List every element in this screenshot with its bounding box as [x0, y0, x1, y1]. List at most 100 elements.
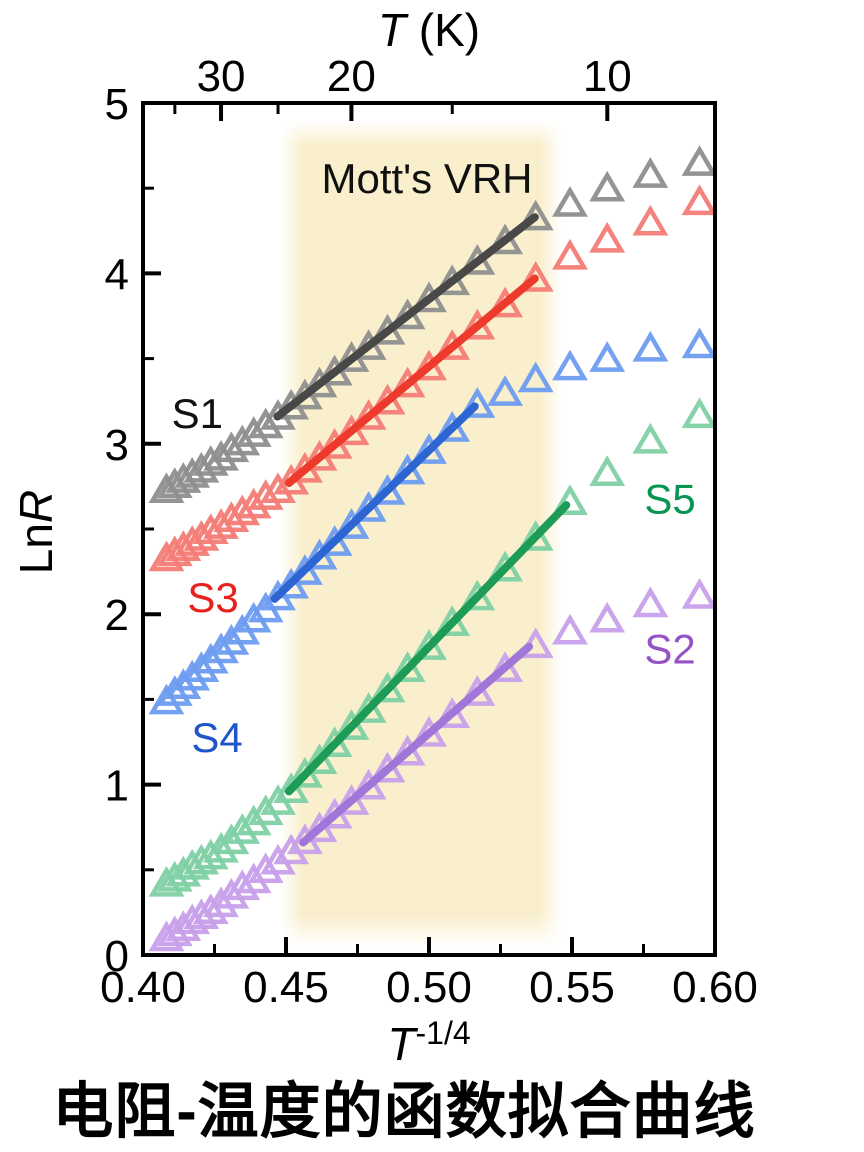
triangle-marker — [552, 613, 588, 645]
triangle-marker — [681, 577, 718, 609]
triangle-marker — [434, 264, 471, 296]
triangle-marker — [350, 768, 387, 800]
triangle-marker — [260, 472, 296, 504]
top-tick-label: 20 — [327, 52, 376, 101]
triangle-marker — [552, 484, 588, 515]
fit-line-S3 — [284, 274, 539, 487]
triangle-marker — [369, 671, 406, 703]
triangle-marker — [434, 697, 471, 728]
triangle-marker — [203, 632, 239, 664]
fit-line-S4 — [270, 402, 479, 603]
x-axis-ticks — [141, 937, 717, 955]
triangle-marker — [333, 414, 370, 446]
top-tick-label: 30 — [197, 52, 246, 101]
series-S2: S2 — [148, 577, 718, 952]
triangle-marker — [517, 361, 554, 393]
triangle-marker — [632, 330, 669, 362]
triangle-marker — [389, 734, 426, 766]
triangle-marker — [681, 145, 718, 176]
fit-line-S5 — [284, 501, 571, 796]
triangle-marker — [389, 651, 426, 682]
triangle-marker — [589, 170, 626, 202]
triangle-marker — [224, 494, 261, 526]
triangle-marker — [183, 651, 220, 682]
x-tick-label: 0.55 — [529, 963, 615, 1012]
y-tick-label: 0 — [105, 932, 129, 981]
triangle-marker — [174, 659, 211, 691]
x-tick-label: 0.60 — [672, 963, 758, 1012]
figure-caption: 电阻-温度的函数拟合曲线 — [52, 1077, 756, 1145]
resistance-vrh-chart: Mott's VRH S1 S3 S4 S5 S2 0.40 0.45 0.50 0.55 0.60… — [10, 4, 758, 1070]
triangle-marker — [632, 157, 669, 188]
x-tick-label: 0.40 — [100, 963, 186, 1012]
triangle-marker — [487, 651, 523, 682]
triangle-marker — [286, 554, 323, 585]
y-axis-title: LnR — [10, 490, 62, 574]
triangle-marker — [632, 586, 669, 618]
triangle-marker — [552, 186, 588, 217]
triangle-marker — [517, 520, 554, 551]
triangle-marker — [247, 479, 284, 510]
triangle-marker — [247, 407, 284, 439]
triangle-marker — [301, 743, 338, 774]
series-S1: S1 — [148, 145, 718, 504]
triangle-marker — [681, 397, 718, 429]
triangle-marker — [589, 455, 626, 487]
triangle-marker — [350, 329, 387, 360]
triangle-marker — [224, 869, 261, 901]
triangle-marker — [411, 629, 447, 660]
triangle-marker — [333, 508, 370, 539]
series-S5: S5 — [148, 397, 718, 897]
series-label-S5: S5 — [644, 475, 695, 522]
series-label-S3: S3 — [187, 574, 238, 621]
series-S3: S3 — [148, 184, 718, 621]
triangle-marker — [192, 838, 229, 870]
triangle-marker — [165, 668, 202, 700]
x-tick-label: 0.45 — [243, 963, 329, 1012]
top-tick-label: 10 — [583, 52, 632, 101]
triangle-marker — [235, 416, 272, 447]
triangle-marker — [552, 349, 588, 381]
triangle-marker — [333, 709, 370, 740]
triangle-marker — [148, 683, 185, 715]
triangle-marker — [224, 813, 261, 844]
triangle-marker — [350, 692, 387, 723]
triangle-marker — [213, 877, 250, 909]
triangle-marker — [247, 852, 284, 884]
triangle-marker — [203, 439, 239, 471]
triangle-marker — [411, 349, 447, 381]
triangle-marker — [369, 474, 406, 505]
triangle-marker — [389, 453, 426, 485]
triangle-marker — [487, 223, 523, 255]
y-tick-label: 2 — [105, 591, 129, 640]
triangle-marker — [517, 261, 554, 292]
triangle-marker — [156, 675, 193, 706]
triangle-marker — [487, 286, 523, 318]
triangle-marker — [632, 204, 669, 236]
triangle-marker — [459, 387, 496, 418]
triangle-marker — [213, 431, 250, 463]
triangle-marker — [434, 605, 471, 636]
triangle-marker — [273, 772, 310, 803]
top-axis-ticks — [173, 103, 610, 121]
triangle-marker — [632, 422, 669, 454]
triangle-marker — [434, 410, 471, 442]
top-axis-title: T (K) — [378, 4, 480, 56]
fit-line-S1 — [273, 213, 539, 421]
triangle-marker — [589, 341, 626, 372]
triangle-marker — [224, 424, 261, 456]
triangle-marker — [235, 487, 272, 519]
triangle-marker — [203, 831, 239, 863]
x-tick-label: 0.50 — [386, 963, 472, 1012]
fit-line-S2 — [299, 642, 534, 847]
series-S4: S4 — [148, 327, 718, 761]
triangle-marker — [589, 221, 626, 253]
triangle-marker — [517, 199, 554, 231]
triangle-marker — [203, 886, 239, 918]
triangle-marker — [316, 525, 353, 556]
triangle-marker — [333, 784, 370, 815]
triangle-marker — [552, 238, 588, 270]
y-axis-ticks — [143, 101, 161, 957]
triangle-marker — [459, 675, 496, 706]
